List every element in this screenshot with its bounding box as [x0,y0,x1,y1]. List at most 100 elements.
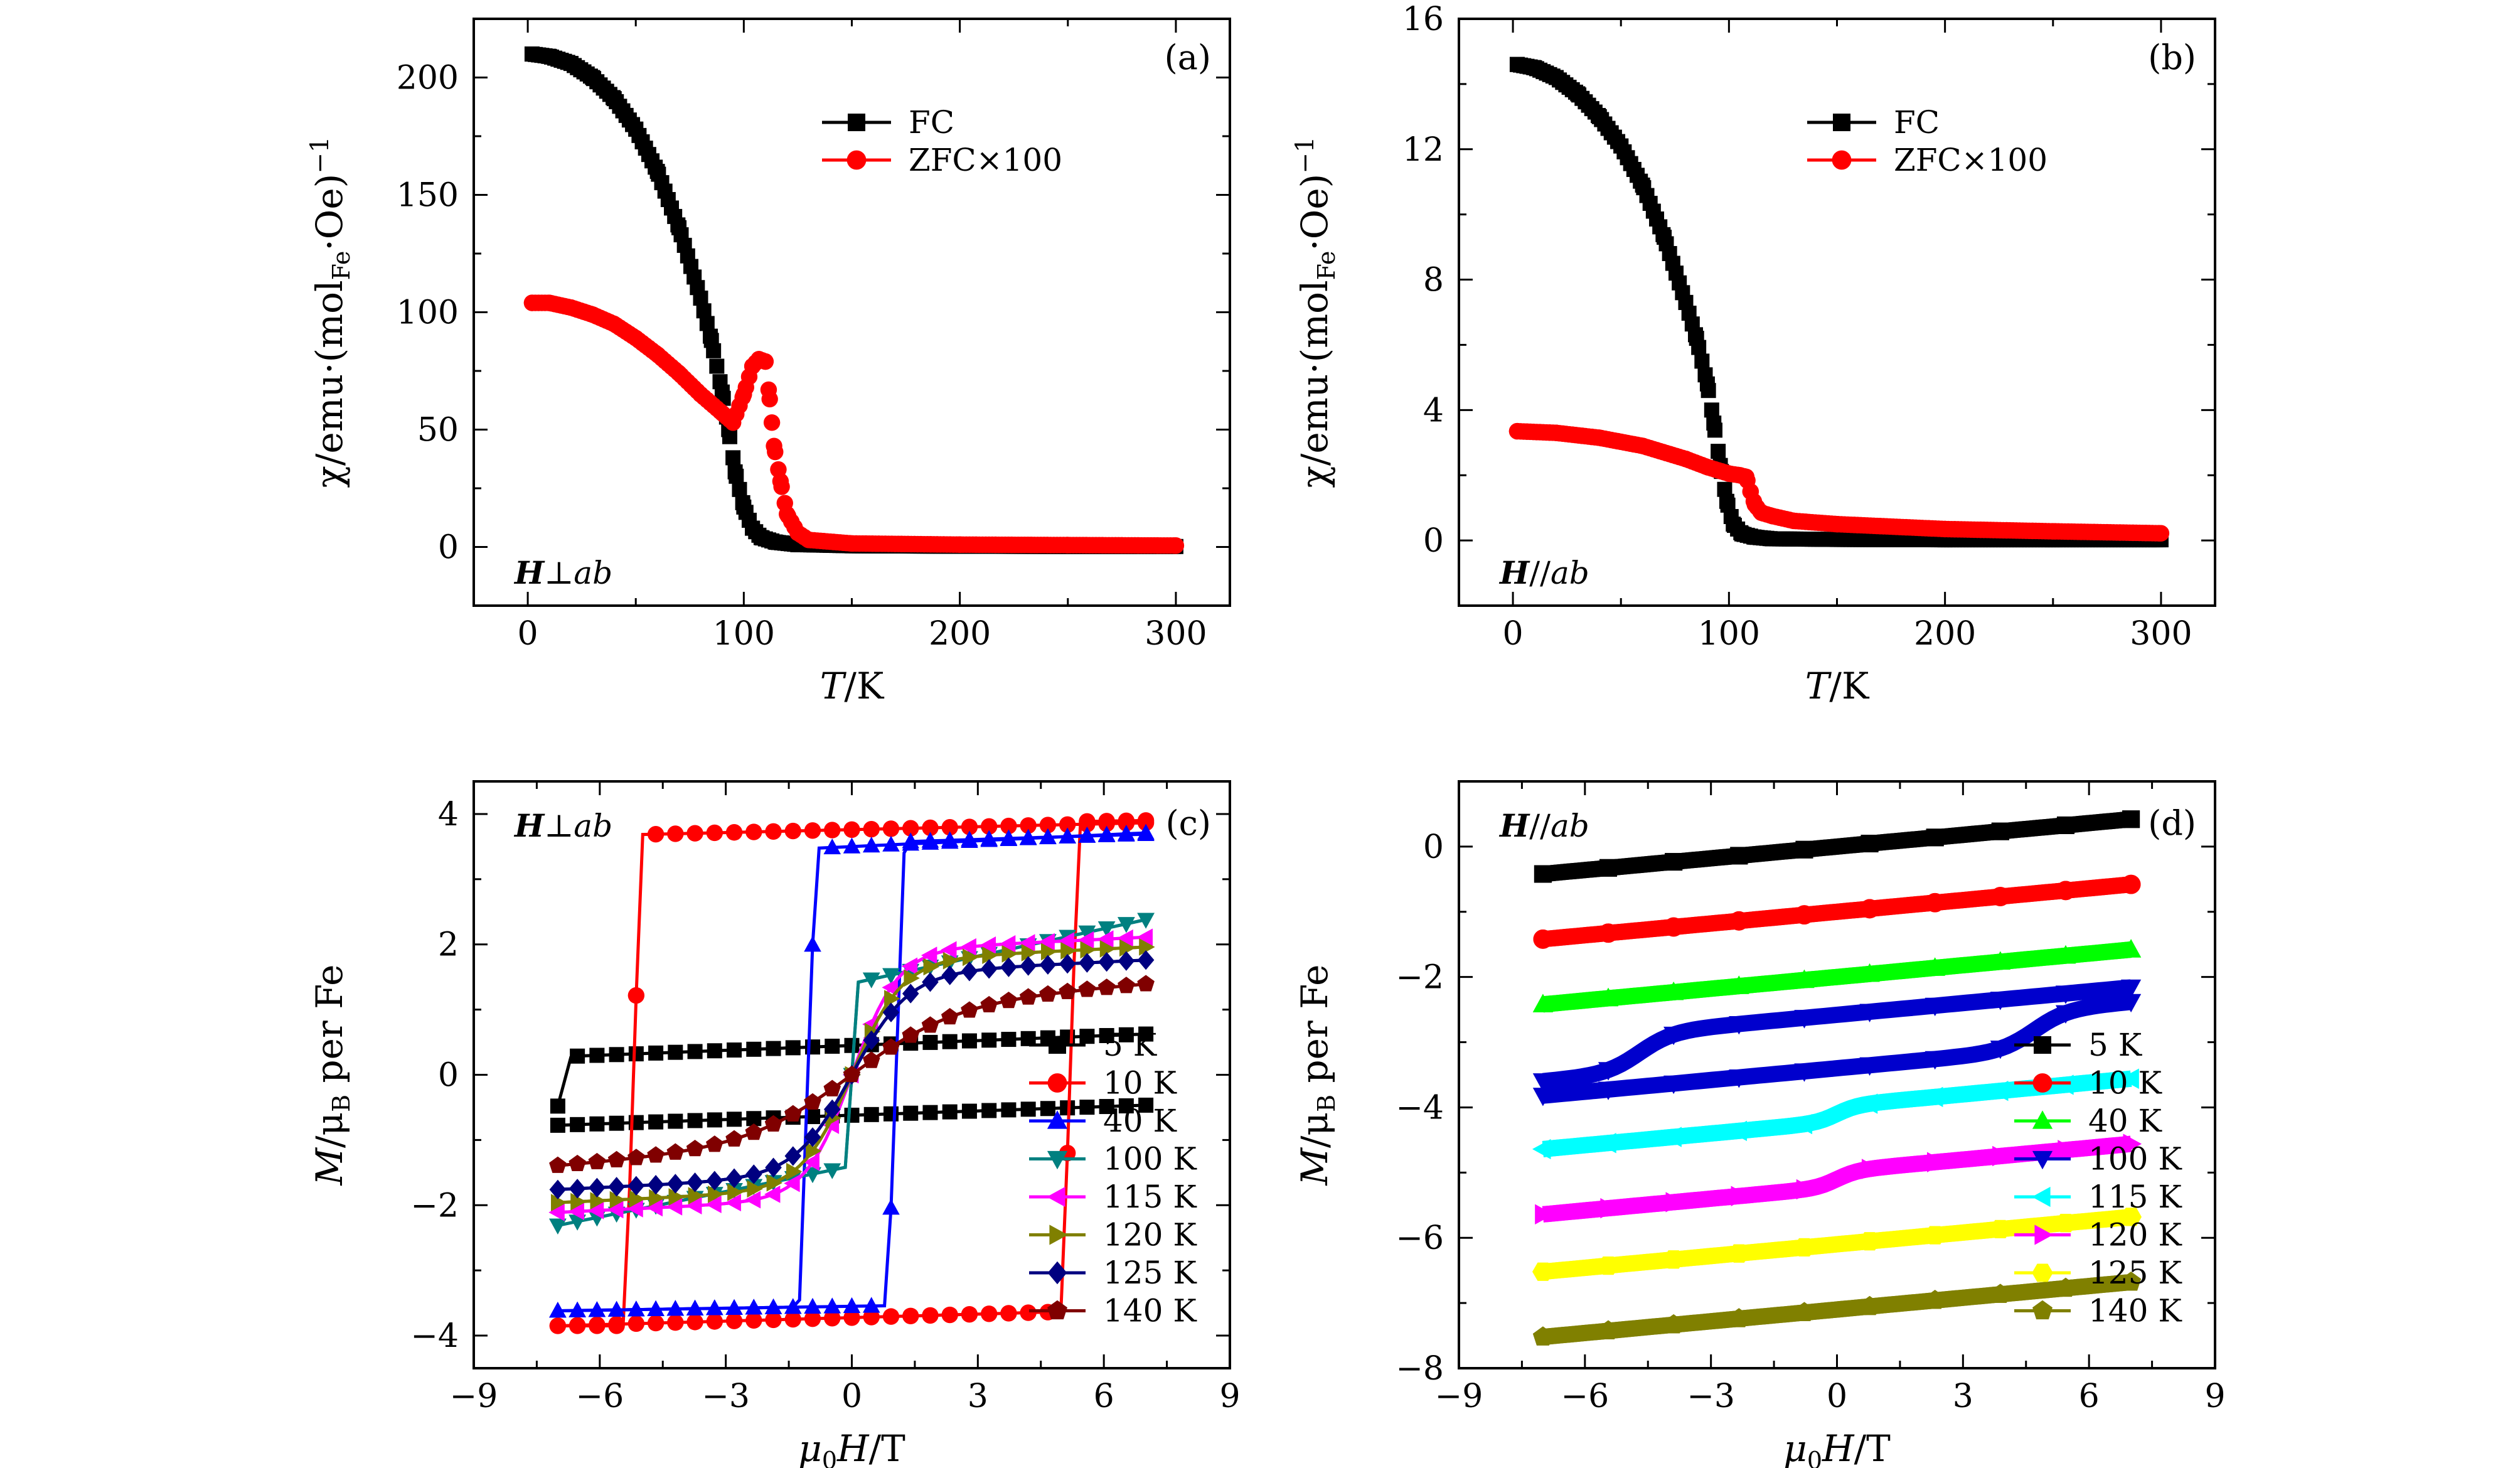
data-point [2120,1208,2142,1226]
data-point [745,823,762,840]
field-label-part: ⊥ [544,555,574,591]
data-point [863,1030,880,1051]
data-point [843,821,860,838]
legend-marker [1047,1150,1068,1170]
data-point [981,1032,997,1048]
y-axis-title-part: −1 [1291,137,1320,174]
data-point [980,959,998,979]
data-point [725,1312,743,1329]
data-point [786,1162,803,1181]
data-point [1859,1093,1878,1114]
series-zfc100 [523,294,1185,554]
data-point [961,962,978,982]
data-point [647,1314,665,1332]
data-point [784,1105,802,1122]
data-point [922,1105,938,1120]
x-tick-label: 0 [841,1378,862,1415]
data-point [2055,945,2076,964]
series-100k [1532,979,2142,1106]
data-point [882,1308,900,1325]
legend-marker [848,114,865,131]
data-point [607,1300,626,1317]
data-point [1532,1088,1553,1106]
data-point [607,1150,626,1167]
y-axis-title: χ/emu·(molFe·Oe)−1 [1291,137,1340,488]
legend-label: 40 K [2088,1103,2163,1139]
data-point [1861,1159,1881,1179]
legend-label: 120 K [1103,1217,1197,1253]
data-point [1598,1320,1619,1340]
data-point [862,972,880,988]
data-point [1694,353,1710,369]
data-point [882,968,900,984]
x-axis-title-part: /T [1854,1427,1891,1468]
data-point [1041,943,1057,961]
data-point [1167,537,1185,554]
data-point [804,936,821,952]
x-axis-title-part: μ [1783,1427,1807,1468]
field-label-part: ab [574,555,612,591]
data-point [1097,921,1116,938]
y-tick-label: 150 [397,177,459,215]
data-point [628,121,644,137]
data-point [745,1299,763,1315]
x-axis-title-part: 0 [1807,1447,1822,1468]
data-point [980,830,998,846]
data-point [647,825,665,843]
data-point [706,1171,723,1191]
data-point [1990,1283,2010,1303]
data-point [1118,812,1135,830]
data-point [686,1299,704,1315]
legend-marker [1047,1300,1067,1320]
data-point [1663,982,1684,1000]
data-point [1119,939,1136,957]
data-point [921,832,939,848]
data-point [1793,1238,1815,1257]
data-point [686,1314,703,1331]
data-point [706,1135,723,1152]
y-axis-title-part: /μ [308,1112,351,1148]
data-point [570,1192,587,1211]
data-point [1534,865,1552,883]
legend-label: 40 K [1103,1103,1178,1139]
x-axis-title: μ0H/T [1783,1427,1891,1468]
data-point [1859,1232,1881,1251]
data-point [1019,988,1037,1005]
data-point [1020,956,1037,976]
data-point [699,316,715,331]
data-point [727,464,743,480]
legend-marker [1832,150,1852,170]
data-point [1117,929,1133,947]
data-point [541,294,558,311]
data-point [1764,507,1781,525]
data-point [921,1016,939,1033]
x-axis-title-part: T [1805,665,1832,707]
data-point [1719,493,1734,509]
data-point [921,946,937,964]
data-point [686,825,703,842]
data-point [692,386,709,403]
data-point [1925,997,1945,1017]
data-point [2121,1272,2142,1291]
data-point [766,437,782,454]
data-point [960,938,976,956]
data-point [706,1313,723,1330]
series-125k [1532,1208,2142,1281]
data-point [549,1156,567,1173]
x-tick-label: 300 [1145,615,1207,653]
data-point [1794,1302,1815,1321]
data-point [2055,985,2076,1004]
data-point [569,1154,586,1172]
legend-label: 140 K [1103,1293,1197,1329]
data-point [764,1186,781,1203]
data-point [1600,1198,1619,1219]
legend-marker [1047,1186,1065,1208]
legend-label: 125 K [2088,1255,2182,1291]
data-point [1079,813,1096,830]
data-point [725,1194,741,1212]
y-tick-label: −2 [1396,959,1444,997]
data-point [714,384,730,400]
data-point [1599,859,1618,877]
y-tick-label: 200 [397,60,459,97]
